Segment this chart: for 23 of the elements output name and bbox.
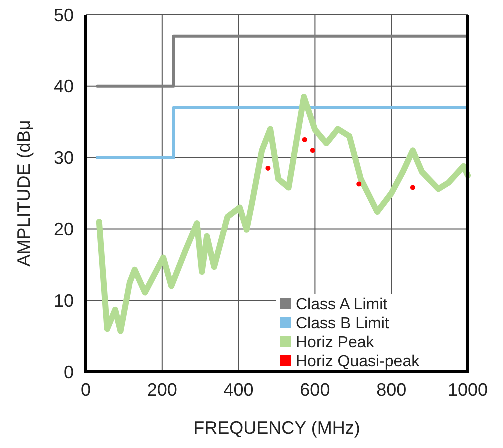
point <box>356 182 362 187</box>
x-tick-label: 1000 <box>448 380 488 400</box>
point <box>410 185 416 190</box>
x-tick-label: 800 <box>376 380 407 400</box>
legend-label: Horiz Peak <box>296 334 376 352</box>
y-tick-label: 0 <box>64 362 74 382</box>
x-tick-label: 400 <box>224 380 254 400</box>
y-tick-label: 30 <box>54 148 74 168</box>
point <box>302 137 308 142</box>
legend-label: Class A Limit <box>296 296 388 314</box>
y-tick-label: 40 <box>54 76 74 97</box>
y-tick-label: 20 <box>54 220 74 240</box>
y-tick-label: 10 <box>54 290 74 311</box>
y-axis-title: AMPLITUDE (dBμ <box>14 120 34 267</box>
x-axis-title: FREQUENCY (MHz) <box>194 418 360 438</box>
legend-label: Horiz Quasi-peak <box>296 354 421 371</box>
x-tick-label: 0 <box>80 380 92 400</box>
x-tick-label: 200 <box>147 380 178 400</box>
legend-label: Class B Limit <box>296 316 390 333</box>
x-tick-label: 600 <box>300 380 330 400</box>
point <box>266 166 271 172</box>
point <box>310 148 316 154</box>
y-tick-label: 50 <box>54 5 74 26</box>
